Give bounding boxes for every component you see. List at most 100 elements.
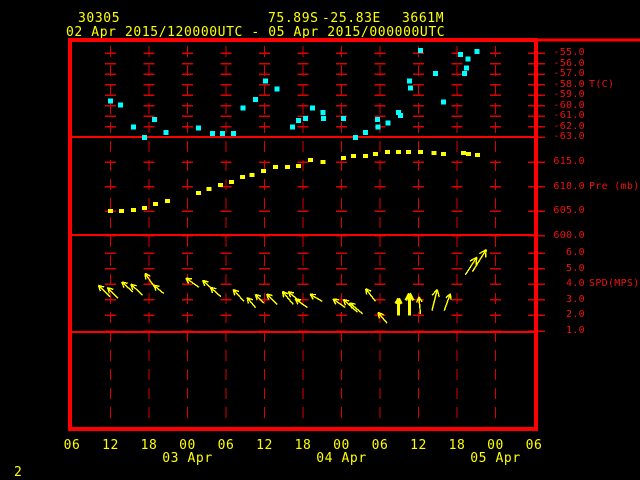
pressure-point	[284, 164, 290, 169]
temperature-tick-label: -61.0	[553, 110, 585, 121]
pressure-point	[385, 150, 391, 155]
pressure-point	[261, 168, 267, 173]
temperature-point	[417, 47, 423, 53]
temperature-point	[231, 130, 237, 136]
wind-arrow-segment	[443, 293, 451, 311]
wind-arrow-segment	[288, 291, 295, 294]
pressure-point	[440, 152, 446, 157]
wind-arrow-segment	[471, 249, 487, 273]
wind_speed-tick-label: 6.0	[566, 247, 585, 258]
wind-arrow-segment	[418, 296, 422, 314]
wind-arrow-segment	[449, 293, 452, 300]
wind-arrow	[266, 293, 278, 305]
hour-tick-label: 00	[179, 438, 196, 453]
temperature-tick-label: -59.0	[553, 89, 585, 100]
pressure-unit-label: Pre (mb)	[589, 180, 640, 192]
wind-arrow-segment	[98, 284, 105, 288]
pressure-point	[417, 150, 423, 155]
temperature-tick-label: -63.0	[553, 131, 585, 142]
wind-arrow	[464, 256, 478, 276]
temperature-point	[458, 52, 464, 58]
hour-tick-label: 06	[525, 438, 543, 453]
temperature-point	[195, 125, 201, 131]
temperature-point	[440, 99, 446, 105]
wind-arrow-segment	[209, 286, 222, 298]
wind-arrow	[415, 296, 423, 314]
pressure-point	[474, 153, 480, 158]
wind-arrow-segment	[377, 312, 380, 319]
wind-arrow-segment	[332, 298, 346, 309]
temperature-tick-label: -56.0	[553, 57, 585, 69]
temperature-point	[163, 129, 169, 135]
wind-arrow-segment	[309, 293, 314, 300]
wind-arrow-segment	[266, 293, 278, 305]
wind-arrow-segment	[342, 299, 347, 306]
pressure-point	[431, 151, 437, 156]
wind-arrow	[153, 284, 165, 295]
temperature-point	[274, 86, 280, 92]
wind-arrow-segment	[365, 288, 377, 302]
temperature-tick-label: -58.0	[553, 78, 585, 90]
hour-tick-label: 00	[333, 438, 350, 453]
pressure-tick-label: 605.0	[553, 205, 585, 217]
wind-arrow-segment	[464, 256, 478, 276]
pressure-point	[130, 207, 136, 212]
pressure-point	[195, 191, 201, 196]
pressure-point	[118, 208, 124, 213]
pressure-point	[308, 158, 314, 163]
wind_speed-tick-label: 1.0	[566, 325, 585, 336]
pressure-point	[351, 154, 357, 159]
wind-arrow-segment	[130, 283, 144, 296]
wind-arrow-segment	[202, 279, 209, 283]
date-label: 03 Apr	[162, 451, 213, 466]
temperature-point	[107, 98, 113, 104]
wind-arrow-segment	[282, 290, 289, 295]
station-longitude: -25.83E	[322, 11, 381, 26]
wind_speed-tick-label: 3.0	[566, 293, 585, 305]
wind-arrow-segment	[484, 249, 487, 258]
temperature-point	[309, 105, 315, 111]
wind-arrow-segment	[107, 286, 114, 291]
wind-arrow-segment	[185, 277, 190, 284]
wind-arrow-segment	[153, 284, 165, 295]
pressure-point	[340, 156, 346, 161]
temperature-tick-label: -62.0	[553, 120, 585, 132]
temperature-point	[433, 70, 439, 76]
wind-arrow-segment	[309, 293, 323, 302]
wind-arrow-segment	[185, 277, 200, 288]
wind-arrow-segment	[210, 286, 217, 290]
wind-arrow	[443, 293, 452, 311]
wind-arrow	[404, 292, 415, 316]
wind-arrow-segment	[469, 256, 478, 262]
pressure-point	[272, 164, 278, 169]
wind-arrow-segment	[98, 284, 111, 298]
pressure-point	[460, 151, 466, 156]
temperature-point	[295, 118, 301, 124]
temperature-point	[406, 78, 412, 84]
wind-arrow-segment	[254, 293, 265, 304]
pressure-point	[152, 201, 158, 206]
temperature-tick-label: -57.0	[553, 68, 585, 79]
wind-arrow-segment	[266, 293, 270, 300]
wind-arrow-segment	[255, 293, 262, 297]
wind-arrow-segment	[349, 302, 356, 305]
wind-arrow-segment	[418, 296, 423, 303]
pressure-point	[218, 183, 224, 188]
temperature-point	[385, 120, 391, 126]
pressure-tick-label: 615.0	[553, 156, 585, 167]
wind-arrow-segment	[130, 283, 137, 287]
wind-arrow-segment	[436, 289, 440, 298]
wind-arrow-segment	[294, 298, 308, 309]
wind-arrow-segment	[144, 272, 151, 277]
temperature-unit-label: T(C)	[589, 78, 615, 90]
wind-arrow	[106, 286, 119, 299]
hour-tick-label: 06	[371, 438, 389, 453]
page-number: 2	[14, 465, 23, 480]
wind-arrow-segment	[349, 302, 353, 309]
wind-arrow-segment	[408, 292, 415, 302]
temperature-point	[474, 48, 480, 54]
temperature-point	[130, 124, 136, 130]
wind-arrow	[254, 293, 265, 304]
hour-tick-label: 12	[256, 438, 273, 453]
